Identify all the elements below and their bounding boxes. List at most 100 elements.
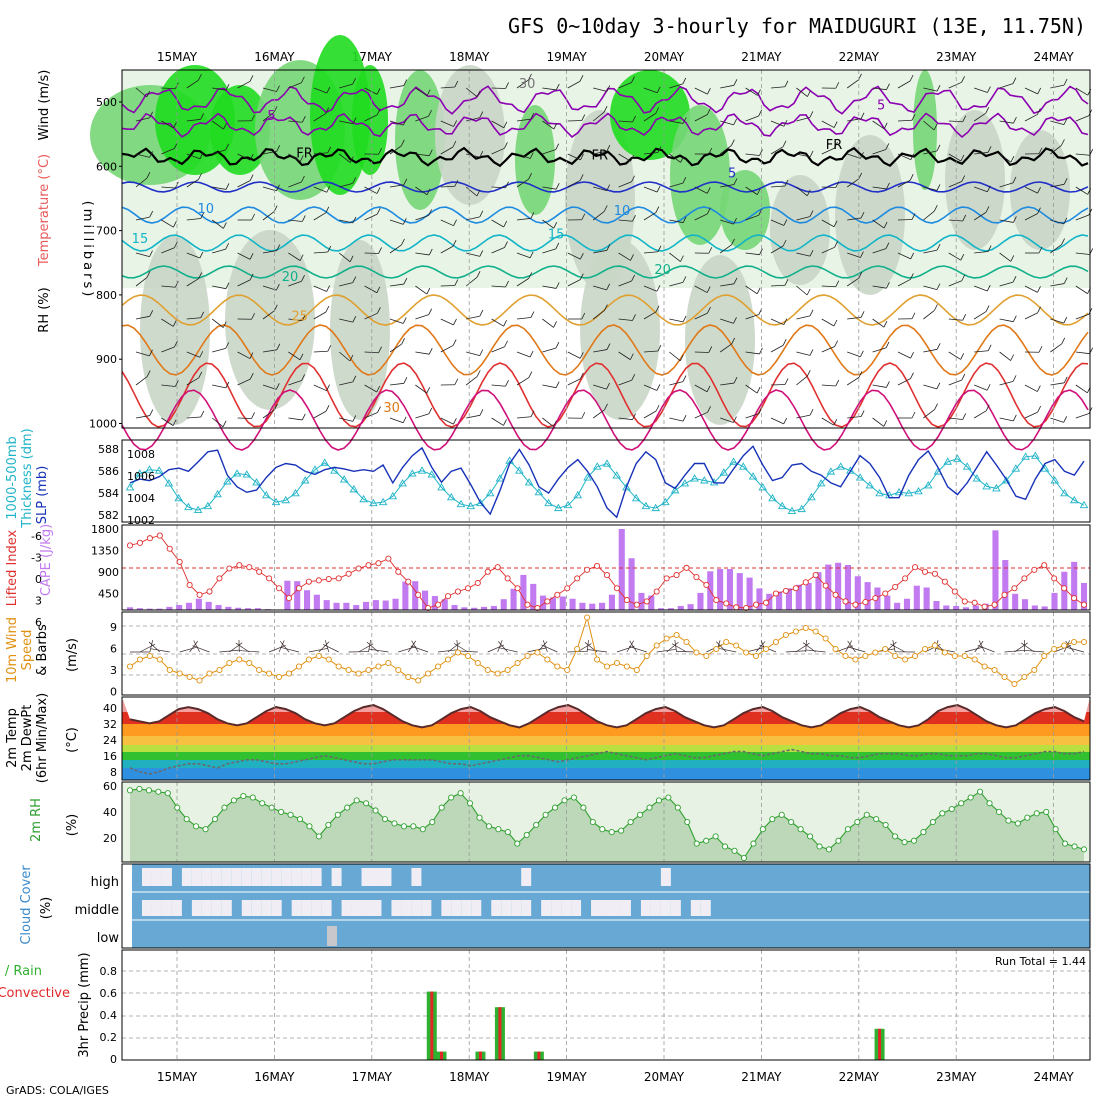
contour-label: 10: [198, 202, 215, 217]
cloud-mid-cell: [261, 900, 272, 916]
date-label-top: 20MAY: [644, 50, 685, 64]
wind-barb: [555, 183, 560, 190]
precip-panel-frame: [121, 949, 1091, 1061]
cloud-mid-cell: [491, 900, 502, 916]
wind-barb: [491, 186, 506, 189]
li-tick: -6: [31, 530, 42, 543]
wind-barb: [555, 282, 560, 289]
wind-barb: [1012, 375, 1017, 382]
cape-bar: [1080, 583, 1088, 610]
wind10-barb: [656, 648, 677, 653]
wind-barb: [897, 279, 911, 287]
cloud-low-cell: [327, 926, 337, 946]
wind-barb: [948, 153, 962, 162]
wind-barb: [706, 187, 711, 194]
wind10-barb: [410, 645, 429, 653]
wind-barb: [999, 281, 1014, 287]
wind-barb: [313, 113, 326, 122]
wind10-barb: [193, 640, 200, 653]
wind-barb: [1050, 382, 1065, 386]
temp2m-panel-frame: [121, 696, 1091, 781]
wind-barb: [529, 251, 534, 258]
wind-barb: [733, 376, 738, 384]
lifted-index-marker: [653, 588, 660, 595]
cloud-mid-cell: [361, 900, 372, 916]
cape-bar: [648, 595, 655, 610]
wind-barb: [440, 345, 454, 353]
wind-barb: [161, 318, 174, 327]
cape-bar: [1002, 560, 1009, 610]
rh-shade: [395, 70, 445, 210]
cape-bar: [254, 608, 261, 610]
lifted-index-marker: [802, 579, 809, 586]
wind-barb: [186, 118, 201, 122]
li-tick: 3: [35, 595, 42, 608]
lifted-index-marker: [524, 601, 531, 608]
rh2m-marker: [287, 811, 294, 818]
wind-barb: [694, 312, 708, 320]
wind-barb: [872, 318, 885, 328]
wind-barb: [834, 141, 838, 149]
wind-barb: [400, 139, 405, 146]
wind-barb: [1024, 411, 1038, 419]
rh2m-marker: [608, 829, 615, 836]
wind-barb: [426, 188, 431, 196]
wind-barb: [174, 281, 179, 288]
wind-barb: [161, 219, 174, 228]
precip-conv-bar: [537, 1051, 541, 1060]
wind-barb: [962, 214, 967, 222]
wind-barb: [618, 181, 632, 188]
wind10-speed-marker: [971, 656, 978, 663]
cape-bar: [353, 605, 360, 610]
thickness-marker: [641, 501, 651, 510]
wind-barb: [186, 377, 200, 386]
wind-barb: [821, 120, 835, 128]
wind10-speed-marker: [176, 670, 183, 677]
wind-barb: [770, 185, 785, 188]
cloud-mid-cell: [151, 900, 162, 916]
wind-barb: [933, 205, 938, 212]
wind-barb: [237, 153, 251, 161]
wind-barb: [745, 314, 759, 320]
cape-bar: [343, 602, 350, 610]
wind-barb: [186, 351, 200, 358]
cloud-high-cell: [361, 868, 372, 886]
wind-barb: [655, 305, 660, 312]
wind10-speed-marker: [236, 656, 243, 663]
wind-barb: [199, 351, 204, 358]
lifted-index-marker: [246, 564, 253, 571]
lifted-index-marker: [256, 568, 263, 575]
wind10-speed-marker: [1031, 666, 1038, 674]
wind-barb: [364, 412, 378, 419]
precip-conv-bar: [478, 1051, 482, 1060]
thickness-marker: [1011, 464, 1021, 472]
contour-label: FR: [826, 138, 843, 153]
lifted-index-marker: [146, 535, 153, 542]
precip-conv-bar: [440, 1051, 444, 1060]
wind-barb: [821, 417, 835, 426]
chart-title: GFS 0~10day 3-hourly for MAIDUGURI (13E,…: [508, 14, 1086, 38]
lifted-index-marker: [723, 600, 730, 607]
wind-barb: [756, 386, 761, 394]
wind10-barb: [268, 644, 286, 653]
lifted-index-marker: [385, 555, 392, 562]
thickness-marker: [748, 472, 758, 480]
lifted-index-marker: [921, 568, 929, 575]
thickness-marker: [369, 498, 378, 507]
wind-barb: [809, 408, 814, 416]
wind-barb: [643, 311, 657, 320]
wind-barb: [273, 304, 278, 311]
wind-barb: [1050, 417, 1064, 423]
isotherm-line: [121, 389, 1089, 451]
lifted-index-marker: [623, 597, 630, 604]
lifted-index-marker: [276, 585, 283, 592]
wind-barb: [237, 378, 251, 386]
lifted-index-marker: [345, 570, 352, 577]
wind-barb: [886, 381, 890, 388]
wind-barb: [720, 84, 735, 89]
date-label-top: 24MAY: [1033, 50, 1074, 64]
wind-barb: [426, 387, 431, 394]
wind-barb: [1012, 176, 1017, 184]
cape-bar: [540, 595, 547, 610]
wind-barb: [465, 186, 478, 197]
